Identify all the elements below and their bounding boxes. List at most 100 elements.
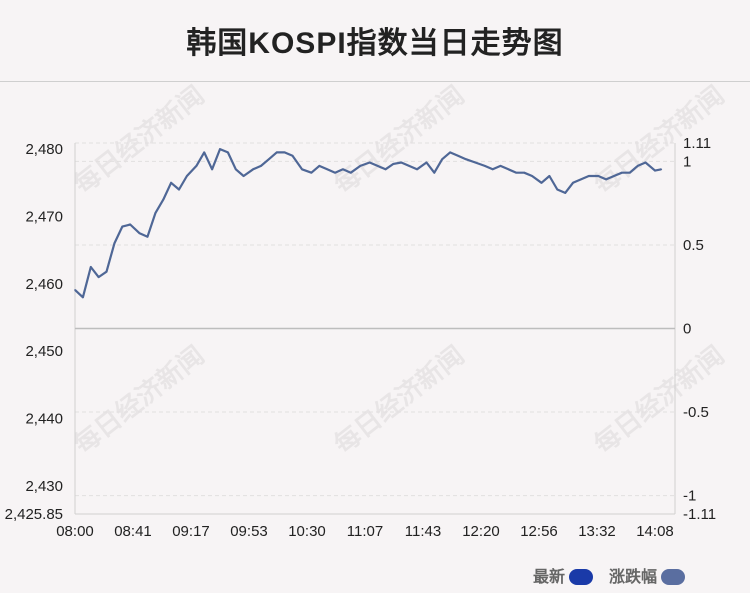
data-point (170, 182, 172, 184)
data-point (465, 158, 467, 160)
data-point (138, 232, 141, 235)
data-point (433, 171, 436, 174)
data-point (660, 168, 663, 171)
data-point (350, 171, 352, 174)
y-right-tick-label: 1.11 (683, 135, 711, 152)
data-point (441, 158, 444, 160)
y-left-tick-label: 2,480 (25, 141, 63, 158)
y-left-tick-label: 2,470 (25, 208, 63, 225)
data-point (113, 242, 116, 245)
data-point (242, 175, 245, 177)
data-point (275, 151, 278, 154)
legend-change-label: 涨跌幅 (609, 569, 658, 586)
data-point (146, 235, 149, 238)
y-left-tick-label: 2,440 (25, 411, 63, 428)
data-point (400, 161, 403, 164)
data-point (154, 212, 157, 214)
data-point (548, 175, 551, 177)
data-point (203, 151, 205, 154)
x-tick-label: 08:41 (114, 523, 152, 540)
y-right-tick-label: 0.5 (683, 237, 704, 254)
x-tick-label: 09:17 (172, 523, 210, 540)
data-point (597, 175, 600, 177)
x-tick-label: 14:08 (636, 523, 674, 540)
data-point (384, 168, 387, 171)
data-point (491, 168, 494, 171)
data-point (376, 165, 379, 167)
data-point (588, 175, 590, 177)
data-point (227, 151, 229, 154)
data-point (359, 165, 362, 167)
data-point (449, 151, 451, 154)
legend-change-swatch (661, 569, 686, 585)
y-right-tick-label: -1.11 (683, 506, 716, 523)
data-point (90, 266, 92, 268)
data-point (310, 171, 313, 174)
data-point (162, 198, 165, 201)
data-point (613, 175, 615, 177)
x-tick-label: 09:53 (230, 523, 268, 540)
data-point (654, 169, 656, 172)
data-point (334, 171, 336, 174)
data-point (252, 168, 254, 171)
chart-title: 韩国KOSPI指数当日走势图 (186, 27, 564, 60)
y-right-tick-label: 0 (683, 321, 691, 338)
data-point (540, 182, 543, 184)
data-point (572, 182, 574, 184)
legend-latest: 最新 (533, 563, 594, 587)
data-point (636, 165, 639, 167)
data-point (564, 192, 566, 194)
data-point (621, 171, 623, 174)
data-point (629, 171, 631, 174)
data-point (97, 276, 100, 278)
data-point (531, 175, 533, 177)
x-tick-label: 11:07 (347, 523, 383, 540)
data-point (129, 223, 131, 226)
y-left-tick-label: 2,450 (25, 343, 63, 360)
x-tick-label: 12:56 (520, 523, 558, 540)
data-point (235, 168, 237, 171)
data-point (326, 168, 329, 171)
data-point (644, 161, 647, 164)
y-left-tick-label: 2,430 (25, 478, 63, 495)
data-point (82, 296, 84, 299)
data-point (392, 163, 395, 165)
data-point (457, 155, 459, 157)
data-point (515, 171, 518, 174)
y-right-tick-label: 1 (683, 153, 691, 170)
y-left-tick-label: 2,460 (25, 276, 63, 293)
data-point (416, 168, 418, 171)
y-right-tick-label: -1 (683, 488, 696, 505)
data-point (318, 165, 321, 167)
data-point (474, 161, 477, 164)
data-point (260, 165, 262, 167)
data-point (195, 165, 198, 167)
data-point (291, 155, 294, 157)
data-point (178, 188, 180, 191)
data-point (283, 151, 286, 154)
data-point (523, 171, 525, 174)
data-point (499, 165, 502, 167)
data-point (219, 148, 221, 150)
x-tick-label: 13:32 (578, 523, 616, 540)
data-point (368, 161, 371, 164)
data-point (408, 165, 410, 167)
y-right-tick-label: -0.5 (683, 404, 709, 421)
x-tick-label: 11:43 (405, 523, 441, 540)
legend-latest-swatch (569, 569, 594, 585)
data-point (605, 178, 607, 181)
legend-change: 涨跌幅 (609, 563, 686, 587)
title-divider (0, 81, 750, 82)
data-point (507, 168, 510, 171)
data-point (556, 188, 559, 191)
data-point (105, 270, 108, 273)
data-point (268, 158, 270, 160)
data-point (301, 168, 303, 171)
data-point (342, 168, 344, 171)
data-point (425, 161, 428, 164)
data-point (121, 225, 124, 228)
data-point (74, 289, 76, 291)
x-tick-label: 08:00 (56, 523, 94, 540)
data-point (186, 175, 188, 177)
